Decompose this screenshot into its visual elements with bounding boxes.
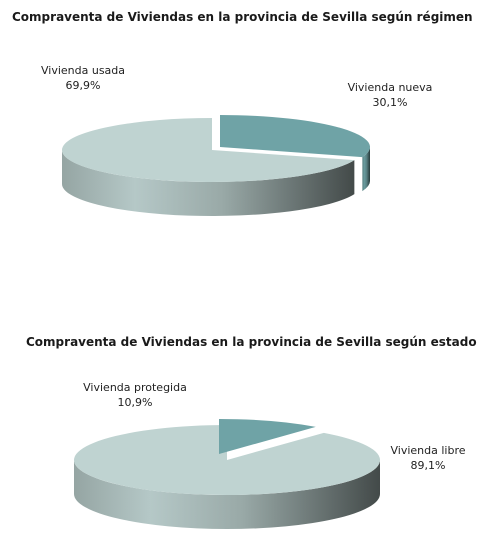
chart-title: Compraventa de Viviendas en la provincia… <box>26 335 477 349</box>
label-vivienda-protegida: Vivienda protegida 10,9% <box>75 380 195 410</box>
label-value: 69,9% <box>65 79 101 92</box>
label-value: 10,9% <box>117 396 153 409</box>
pie-chart-regimen-svg <box>61 115 370 216</box>
slice-top-vivienda-protegida <box>219 419 316 454</box>
label-vivienda-usada: Vivienda usada 69,9% <box>28 63 138 93</box>
label-vivienda-libre: Vivienda libre 89,1% <box>378 443 478 473</box>
label-value: 89,1% <box>410 459 446 472</box>
pie-chart-estado: Compraventa de Viviendas en la provincia… <box>0 275 478 550</box>
slice-side-vivienda-usada <box>62 150 355 216</box>
label-category: Vivienda usada <box>40 64 126 77</box>
chart-title: Compraventa de Viviendas en la provincia… <box>12 10 473 24</box>
slice-side-vivienda-nueva <box>362 147 370 192</box>
slice-top-vivienda-nueva <box>220 115 370 158</box>
pie-chart-regimen: Compraventa de Viviendas en la provincia… <box>12 10 473 216</box>
label-vivienda-nueva: Vivienda nueva 30,1% <box>335 80 445 110</box>
pie-chart-estado-svg <box>74 419 381 529</box>
label-category: Vivienda nueva <box>347 81 433 94</box>
label-value: 30,1% <box>372 96 408 109</box>
label-category: Vivienda libre <box>390 444 466 457</box>
label-category: Vivienda protegida <box>83 381 187 394</box>
slice-top-vivienda-libre <box>74 425 381 495</box>
slice-top-vivienda-usada <box>61 117 355 182</box>
slice-side-vivienda-libre <box>74 460 380 529</box>
